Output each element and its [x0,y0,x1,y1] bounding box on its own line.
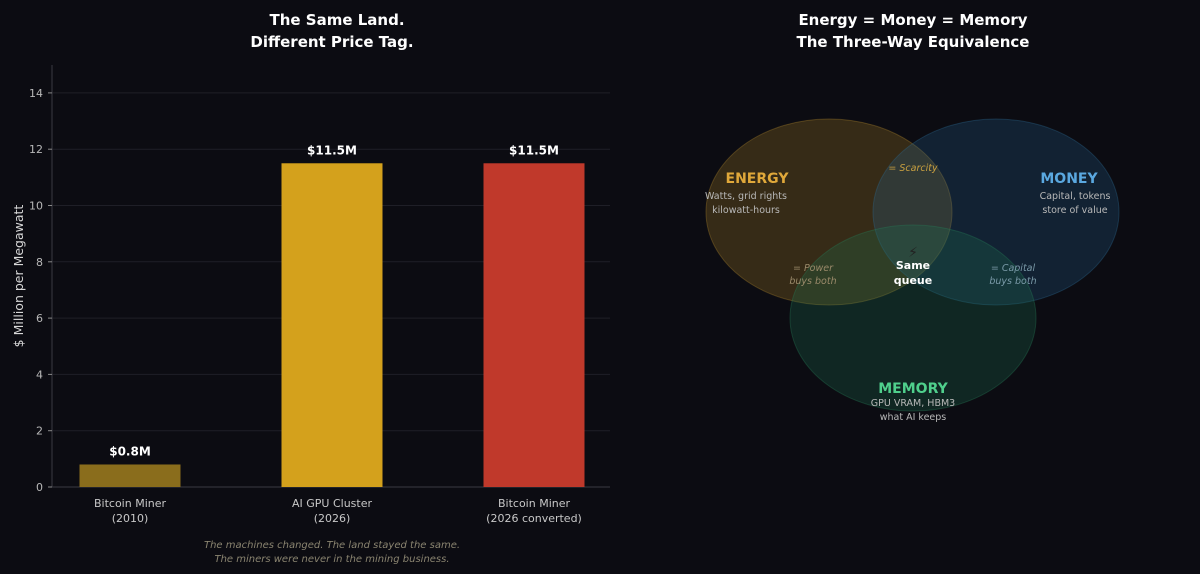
y-ticks: 0 2 4 6 8 10 12 14 [29,87,52,494]
x-tick-label: AI GPU Cluster [292,497,372,510]
venn-set-desc-memory: GPU VRAM, HBM3 [871,398,955,409]
venn-diagram: Energy = Money = Memory The Three-Way Eq… [705,11,1120,423]
bar-value-label: $0.8M [109,444,151,458]
venn-circle-energy [705,118,953,306]
bar-ai-gpu-cluster-2026 [281,163,383,487]
y-tick-label: 2 [36,425,43,438]
lightning-icon: ⚡ [908,245,918,261]
bar-chart: The Same Land. Different Price Tag. 0 2 4 6… [11,11,610,565]
venn-set-label-money: MONEY [1040,171,1098,187]
y-tick-label: 6 [36,312,43,325]
y-tick-label: 4 [36,368,43,381]
y-tick-label: 14 [29,87,43,100]
venn-set-desc-money: Capital, tokens [1040,191,1111,202]
venn-circle-memory [789,224,1037,412]
venn-intersection-money-memory: = Capital [991,263,1036,274]
y-axis-label: $ Million per Megawatt [11,205,26,348]
venn-title-line1: Energy = Money = Memory [798,11,1027,29]
venn-set-label-memory: MEMORY [878,381,948,397]
y-tick-label: 8 [36,256,43,269]
venn-set-desc-energy: Watts, grid rights [705,191,787,202]
venn-set-label-energy: ENERGY [726,171,790,187]
venn-set-desc-energy: kilowatt-hours [712,205,780,216]
caption-line1: The machines changed. The land stayed th… [204,540,460,551]
bar-chart-title-line1: The Same Land. [269,11,404,29]
bar-bitcoin-miner-2026-converted [483,163,585,487]
x-tick-label-sub: (2010) [112,512,149,525]
y-tick-label: 12 [29,143,43,156]
y-tick-label: 0 [36,481,43,494]
venn-intersection-energy-memory: buys both [789,276,836,287]
venn-intersection-money-memory: buys both [989,276,1036,287]
x-tick-label-sub: (2026) [314,512,351,525]
y-tick-label: 10 [29,200,43,213]
venn-set-desc-money: store of value [1042,205,1107,216]
venn-center-label: Same [896,259,930,272]
bar-value-label: $11.5M [509,143,559,157]
venn-title-line2: The Three-Way Equivalence [797,33,1030,51]
venn-set-desc-memory: what AI keeps [880,412,947,423]
bar-chart-title-line2: Different Price Tag. [250,33,413,51]
x-tick-label-sub: (2026 converted) [486,512,582,525]
venn-center-label: queue [894,274,932,287]
venn-circle-money [872,118,1120,306]
bar-value-label: $11.5M [307,143,357,157]
x-tick-label: Bitcoin Miner [498,497,571,510]
caption-line2: The miners were never in the mining busi… [214,554,449,565]
bar-bitcoin-miner-2010 [79,464,181,487]
x-tick-label: Bitcoin Miner [94,497,167,510]
venn-intersection-energy-memory: = Power [793,263,834,274]
venn-intersection-energy-money: = Scarcity [888,163,938,174]
